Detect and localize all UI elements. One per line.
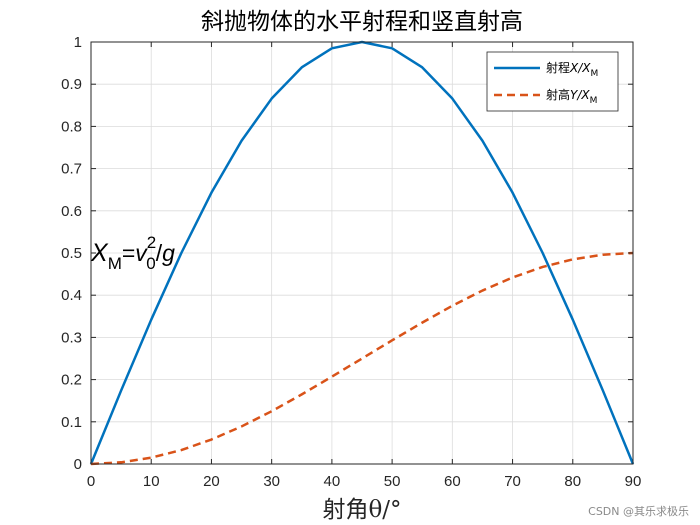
legend-box [486,51,619,112]
legend-label-range: 射程X/XM [546,60,598,79]
x-axis-label: 射角θ/° [322,497,401,523]
ticks [90,41,634,465]
x-tick-label: 10 [143,473,160,490]
y-tick-label: 0.7 [61,161,82,178]
series-line-1 [90,251,634,466]
y-tick-label: 0.5 [61,245,82,262]
y-tick-label: 0 [74,456,82,473]
x-tick-label: 70 [504,473,521,490]
y-tick-label: 0.9 [61,76,82,93]
x-tick-label: 40 [324,473,341,490]
y-tick-label: 1 [74,34,82,51]
y-tick-label: 0.6 [61,203,82,220]
x-tick-label: 30 [263,473,280,490]
legend-label-height: 射高Y/XM [546,87,597,106]
x-tick-label: 50 [384,473,401,490]
x-tick-label: 80 [564,473,581,490]
y-tick-label: 0.3 [61,329,82,346]
y-tick-label: 0.8 [61,118,82,135]
x-tick-label: 60 [444,473,461,490]
chart-title: 斜抛物体的水平射程和竖直射高 [201,9,523,35]
tick-labels: 0 10 20 30 40 50 60 70 80 90 0 0.1 0.2 0.3 0.4 0.5 0.6 0.… [61,34,641,490]
x-tick-label: 20 [203,473,220,490]
x-tick-label: 90 [625,473,642,490]
x-tick-label: 0 [87,473,95,490]
y-tick-label: 0.1 [61,414,82,431]
legend: 射程X/XM 射高Y/XM [486,51,619,112]
formula-annotation: XM=v2 0/g [90,233,175,273]
watermark: CSDN @其乐求极乐 [588,504,689,518]
y-tick-label: 0.2 [61,372,82,389]
y-tick-label: 0.4 [61,287,82,304]
